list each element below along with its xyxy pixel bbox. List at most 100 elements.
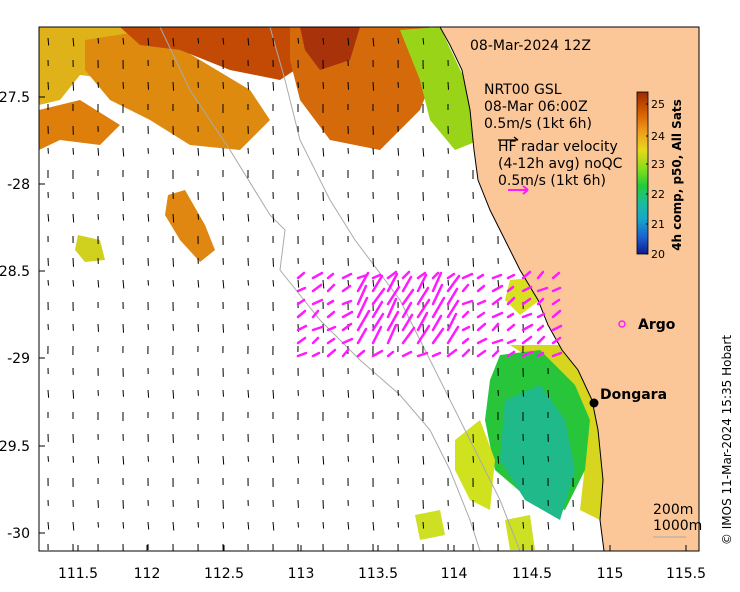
radar-scale-arrow	[508, 185, 529, 195]
radar-vector	[536, 312, 546, 319]
sst-patch-yellow-far-sw	[415, 510, 445, 540]
wind-vector	[172, 455, 174, 463]
radar-vector	[416, 273, 428, 293]
radar-vector	[461, 325, 471, 332]
radar-vector	[356, 327, 368, 345]
wind-vector	[347, 455, 349, 462]
wind-vector	[97, 147, 100, 156]
wind-vector	[272, 37, 275, 47]
radar-vector	[521, 270, 532, 280]
radar-vector	[311, 283, 323, 293]
sst-patch-green-coast-n	[400, 27, 480, 150]
radar-vector	[416, 311, 429, 332]
radar-vector	[551, 309, 562, 319]
radar-vector	[431, 327, 445, 345]
radar-vector	[311, 271, 324, 280]
radar-vector	[476, 299, 487, 306]
radar-vector	[371, 287, 386, 306]
radar-vector	[446, 299, 460, 319]
wind-vector	[122, 147, 125, 157]
radar-vector	[431, 296, 446, 319]
wind-vector	[97, 521, 99, 528]
radar-vector	[371, 300, 384, 319]
radar-vector	[371, 312, 385, 332]
wind-vector	[147, 521, 150, 530]
wind-vector	[372, 389, 375, 399]
dongara-marker	[589, 398, 599, 408]
wind-vector	[197, 521, 199, 528]
isobath-label-200m: 200m	[653, 502, 693, 518]
wind-vector	[447, 279, 449, 286]
radar-title-line2: (4-12h avg) noQC	[498, 156, 623, 172]
radar-vector	[326, 272, 335, 280]
radar-vector	[431, 271, 440, 280]
wind-vector	[72, 389, 75, 399]
wind-vector	[322, 323, 324, 333]
radar-vector	[356, 284, 368, 306]
radar-vector	[326, 337, 336, 345]
wind-vector	[497, 455, 500, 464]
radar-vector	[536, 286, 549, 293]
y-axis-ticks: -27.5 -28 -28.5 -29 -29.5 -30	[0, 90, 45, 542]
radar-vector	[401, 313, 414, 332]
radar-vector	[491, 296, 503, 306]
wind-vector	[97, 213, 99, 220]
wind-vector	[72, 81, 75, 91]
radar-scale: 0.5m/s (1kt 6h)	[498, 173, 606, 189]
colorbar	[636, 91, 649, 255]
wind-scale: 0.5m/s (1kt 6h)	[484, 116, 592, 132]
wind-time: 08-Mar 06:00Z	[484, 99, 588, 115]
wind-vector	[447, 389, 450, 398]
radar-vector	[446, 287, 459, 306]
wind-scale-arrow	[498, 136, 519, 141]
radar-vector	[506, 338, 517, 345]
wind-vector	[222, 455, 225, 465]
wind-vector	[272, 279, 275, 287]
wind-vector	[297, 147, 300, 156]
wind-vector	[497, 521, 499, 528]
wind-vector	[422, 81, 424, 89]
radar-vector	[431, 283, 444, 306]
sst-patch-yellow-sw	[455, 420, 495, 510]
wind-vector	[447, 213, 450, 222]
radar-vector	[356, 349, 366, 358]
radar-vector	[401, 350, 413, 358]
wind-vector	[222, 279, 225, 289]
wind-vector	[172, 37, 175, 47]
wind-vector	[122, 213, 125, 221]
radar-vector	[371, 349, 384, 358]
radar-vector	[326, 283, 336, 293]
radar-vector	[416, 286, 430, 306]
wind-vector	[197, 279, 200, 288]
radar-vector	[431, 314, 443, 332]
radar-vector	[371, 274, 384, 293]
wind-vector	[297, 521, 299, 528]
wind-vector	[372, 147, 374, 155]
wind-vector	[347, 389, 350, 398]
radar-vector	[341, 348, 350, 358]
radar-vector	[506, 273, 516, 280]
hf-radar-vector-field	[296, 270, 563, 358]
radar-vector	[446, 272, 456, 280]
wind-vector	[197, 323, 199, 332]
wind-vector	[72, 279, 75, 287]
radar-vector	[386, 350, 395, 358]
radar-vector	[416, 351, 429, 358]
radar-vector	[491, 284, 504, 293]
wind-vector	[447, 521, 450, 530]
radar-vector	[521, 297, 532, 306]
x-tick-label: 113.5	[358, 566, 398, 582]
wind-vector	[122, 521, 125, 529]
wind-vector	[47, 389, 50, 398]
wind-vector	[572, 521, 575, 531]
radar-vector	[341, 284, 352, 293]
radar-vector	[521, 350, 534, 358]
wind-vector	[222, 213, 225, 221]
colorbar-tick-label: 25	[651, 98, 665, 111]
radar-vector	[461, 310, 470, 319]
sst-patch-red-north	[120, 27, 310, 80]
wind-vector	[422, 37, 425, 45]
radar-vector	[431, 351, 442, 358]
wind-vector	[372, 213, 375, 223]
radar-vector	[446, 348, 458, 358]
